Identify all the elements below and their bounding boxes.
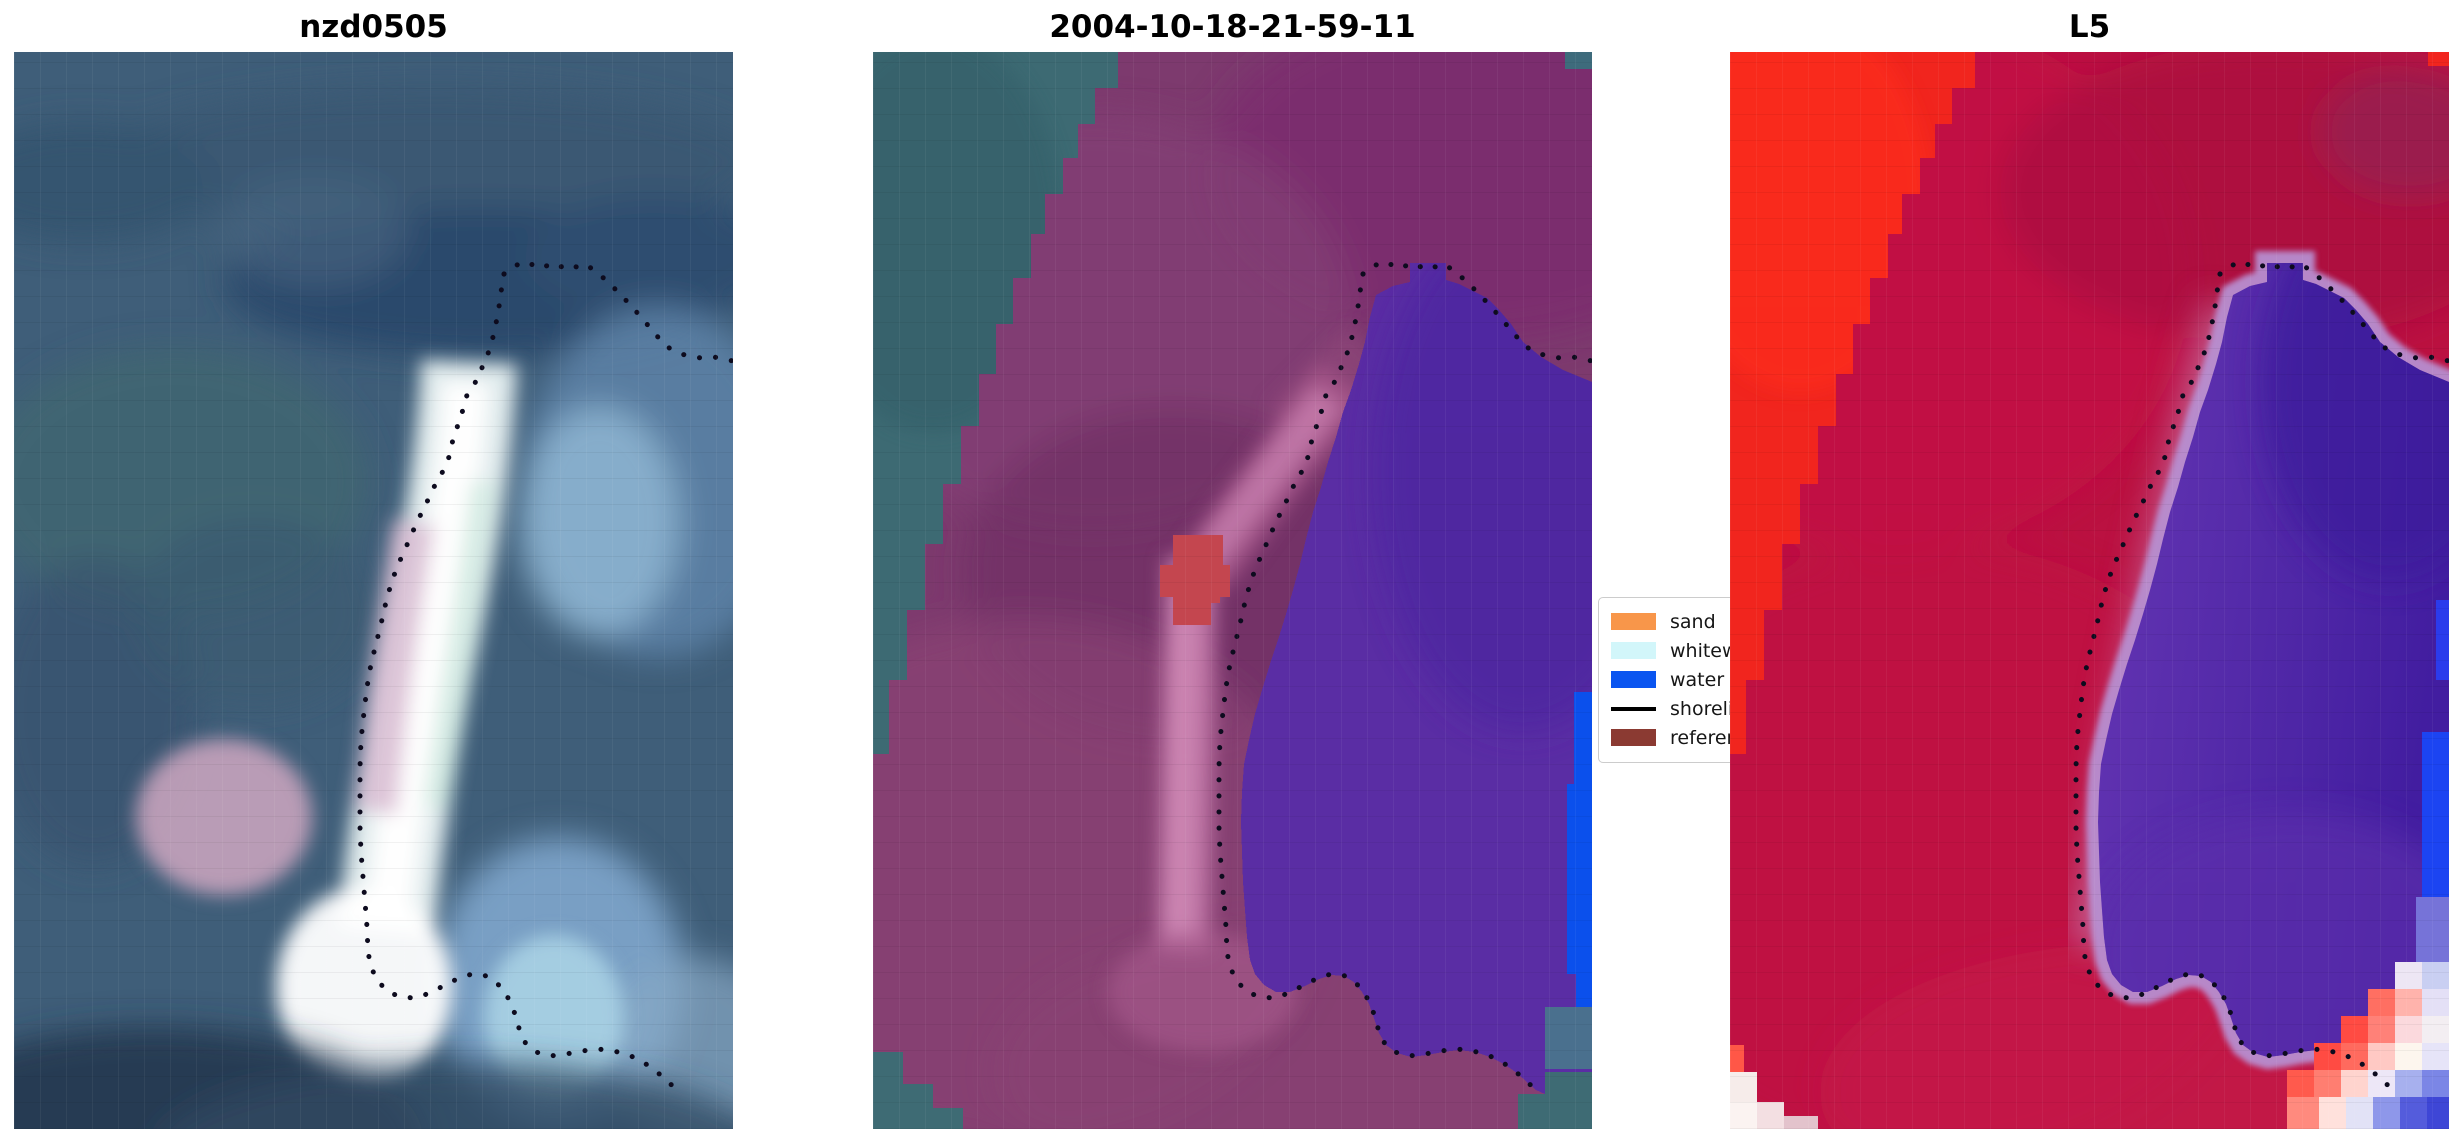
rgb-satellite-art <box>14 52 733 1129</box>
panel-title-left: nzd0505 <box>299 9 448 45</box>
white-corner-pixels <box>1730 1045 1818 1129</box>
legend-item-water: water <box>1611 665 1823 694</box>
classified-art <box>873 52 1592 1129</box>
legend-item-sand: sand <box>1611 607 1823 636</box>
noise-pixel-cluster <box>2287 962 2449 1129</box>
false-color-art <box>1730 52 2449 1129</box>
legend-label: water <box>1670 668 1725 691</box>
panel-title-right: L5 <box>2068 9 2111 45</box>
whitewater-swatch <box>1611 642 1656 659</box>
panel-title-middle: 2004-10-18-21-59-11 <box>1049 9 1416 45</box>
teal-corner-pixels <box>873 1052 963 1129</box>
panel-rgb-satellite-image <box>14 52 733 1129</box>
reference-shoreline-swatch <box>1611 729 1656 746</box>
legend-label: sand <box>1670 610 1716 633</box>
sand-swatch <box>1611 613 1656 630</box>
shoreline-line-swatch <box>1611 706 1656 711</box>
red-sand-blob <box>1160 535 1230 625</box>
blue-water-strip <box>2416 600 2449 972</box>
panel-false-color-image <box>1730 52 2449 1129</box>
panel-classified-image <box>873 52 1592 1129</box>
water-swatch <box>1611 671 1656 688</box>
